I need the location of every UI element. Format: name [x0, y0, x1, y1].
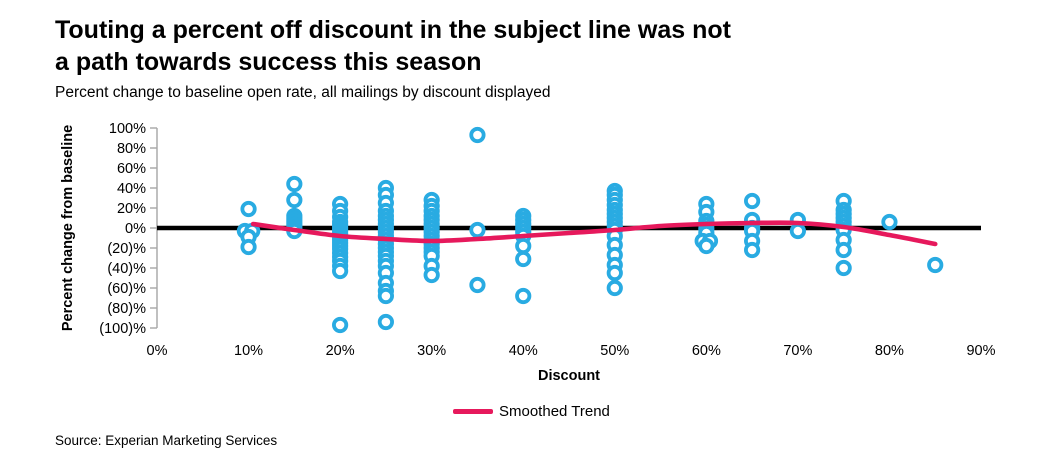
x-tick-label: 20% — [326, 343, 355, 359]
data-point — [835, 259, 852, 277]
data-point — [469, 276, 486, 294]
x-axis-title: Discount — [538, 368, 600, 384]
x-tick-label: 50% — [600, 343, 629, 359]
data-point — [515, 237, 532, 255]
page-title: Touting a percent off discount in the su… — [55, 14, 731, 78]
x-tick-label: 70% — [783, 343, 812, 359]
x-tick-label: 30% — [417, 343, 446, 359]
y-tick-label: 80% — [117, 141, 146, 157]
data-point — [744, 192, 761, 210]
y-tick-label: 100% — [109, 121, 146, 137]
y-tick-label: (80)% — [107, 301, 146, 317]
y-tick-label: 40% — [117, 181, 146, 197]
data-point — [698, 237, 715, 255]
page-subtitle: Percent change to baseline open rate, al… — [55, 84, 551, 101]
x-tick-label: 80% — [875, 343, 904, 359]
data-point — [332, 262, 349, 280]
smoothed-trend-line-swatch — [453, 409, 493, 414]
y-axis-title: Percent change from baseline — [60, 125, 76, 331]
data-point — [469, 221, 486, 239]
legend-label: Smoothed Trend — [499, 403, 610, 420]
data-point — [332, 316, 349, 334]
data-point — [515, 287, 532, 305]
data-point — [515, 250, 532, 268]
data-point — [423, 266, 440, 284]
y-tick-label: 0% — [125, 221, 146, 237]
data-point — [789, 222, 806, 240]
x-tick-label: 90% — [966, 343, 995, 359]
data-point — [286, 175, 303, 193]
y-tick-label: 60% — [117, 161, 146, 177]
data-point — [377, 313, 394, 331]
data-point — [881, 213, 898, 231]
data-point — [835, 241, 852, 259]
data-point — [286, 191, 303, 209]
y-tick-label: (100)% — [99, 321, 146, 337]
smoothed-trend-line — [250, 220, 938, 247]
y-tick-label: (60)% — [107, 281, 146, 297]
y-tick-label: (40)% — [107, 261, 146, 277]
data-point — [240, 238, 257, 256]
x-tick-label: 40% — [509, 343, 538, 359]
data-point — [377, 287, 394, 305]
page-title-line2: a path towards success this season — [55, 48, 482, 76]
scatter-chart: 100% 80% 60% 40% 20% 0% (20)% (40)% (60)% (80)% (1… — [60, 121, 996, 384]
data-point — [744, 241, 761, 259]
x-tick-label: 60% — [692, 343, 721, 359]
legend: Smoothed Trend — [453, 403, 610, 420]
data-point — [469, 126, 486, 144]
x-tick-label: 0% — [147, 343, 168, 359]
data-point — [606, 279, 623, 297]
data-point — [240, 200, 257, 218]
y-tick-label: (20)% — [107, 241, 146, 257]
data-point — [927, 256, 944, 274]
chart-area: 100% 80% 60% 40% 20% 0% (20)% (40)% (60)% (80)% (1… — [0, 116, 1040, 396]
x-tick-label: 10% — [234, 343, 263, 359]
source-note: Source: Experian Marketing Services — [55, 433, 278, 448]
page-title-line1: Touting a percent off discount in the su… — [55, 16, 731, 44]
y-tick-label: 20% — [117, 201, 146, 217]
data-point — [606, 264, 623, 282]
scatter-points — [236, 126, 944, 334]
